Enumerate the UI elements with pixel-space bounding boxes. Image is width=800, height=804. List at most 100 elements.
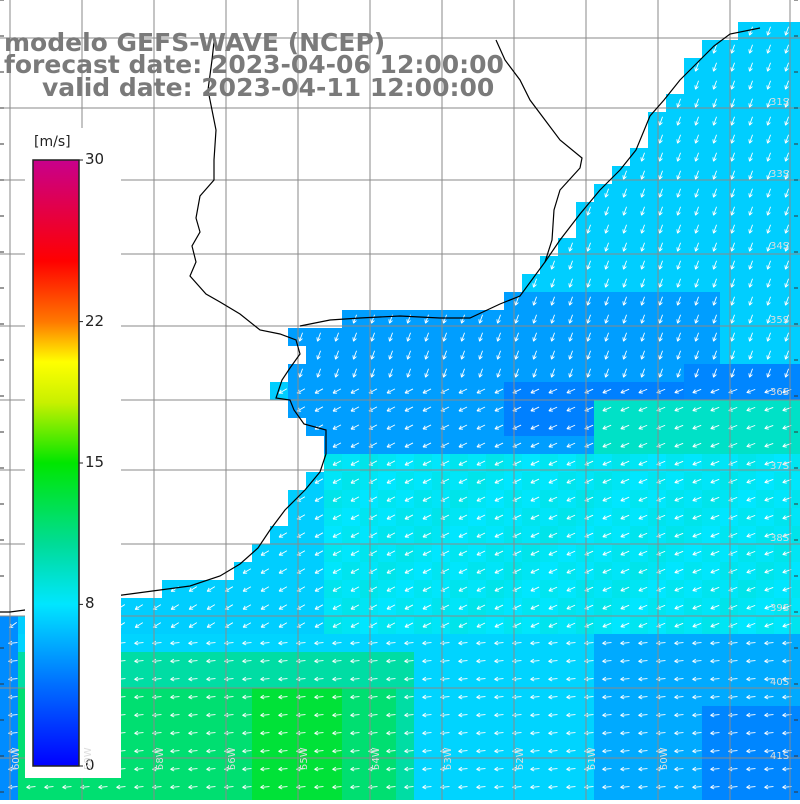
wind-cell (702, 130, 720, 148)
wind-cell (432, 562, 450, 580)
wind-cell (720, 544, 738, 562)
wind-cell (666, 274, 684, 292)
wind-cell (396, 544, 414, 562)
wind-cell (594, 544, 612, 562)
wind-cell (666, 580, 684, 598)
wind-cell (612, 292, 630, 310)
wind-cell (756, 400, 774, 418)
wind-cell (648, 274, 666, 292)
wind-cell (342, 472, 360, 490)
wind-cell (738, 256, 756, 274)
wind-cell (594, 598, 612, 616)
wind-cell (702, 76, 720, 94)
wind-cell (756, 202, 774, 220)
wind-cell (738, 454, 756, 472)
wind-cell (414, 472, 432, 490)
wind-cell (792, 436, 800, 454)
wind-cell (702, 490, 720, 508)
wind-cell (468, 526, 486, 544)
wind-cell (738, 580, 756, 598)
wind-cell (288, 526, 306, 544)
wind-cell (612, 472, 630, 490)
wind-cell (378, 544, 396, 562)
wind-cell (612, 544, 630, 562)
wind-cell (774, 472, 792, 490)
wind-cell (324, 418, 342, 436)
wind-cell (576, 454, 594, 472)
wind-cell (306, 562, 324, 580)
wind-cell (288, 490, 306, 508)
wind-cell (576, 346, 594, 364)
wind-cell (648, 382, 666, 400)
wind-cell (522, 436, 540, 454)
colorbar-tick-label: 15 (85, 455, 104, 470)
wind-cell (540, 490, 558, 508)
wind-cell (486, 616, 504, 634)
wind-cell (612, 418, 630, 436)
wind-cell (792, 220, 800, 238)
wind-cell (774, 274, 792, 292)
wind-cell (252, 616, 270, 634)
wind-cell (612, 796, 630, 800)
wind-cell (720, 58, 738, 76)
wind-cell (612, 616, 630, 634)
wind-cell (450, 544, 468, 562)
wind-cell (432, 490, 450, 508)
latitude-label: 35S (770, 316, 789, 326)
latitude-label: 41S (770, 752, 789, 762)
wind-cell (432, 364, 450, 382)
wind-cell (720, 526, 738, 544)
wind-cell (648, 616, 666, 634)
wind-cell (576, 202, 594, 220)
wind-cell (576, 562, 594, 580)
wind-cell (738, 364, 756, 382)
wind-cell (756, 562, 774, 580)
wind-cell (720, 616, 738, 634)
wind-cell (666, 328, 684, 346)
wind-cell (720, 184, 738, 202)
wind-cell (504, 310, 522, 328)
wind-cell (576, 274, 594, 292)
wind-cell (576, 796, 594, 800)
wind-cell (324, 580, 342, 598)
wind-cell (198, 796, 216, 800)
wind-cell (774, 544, 792, 562)
wind-cell (0, 796, 18, 800)
wind-cell (396, 364, 414, 382)
wind-cell (630, 562, 648, 580)
wind-cell (90, 796, 108, 800)
wind-cell (702, 166, 720, 184)
wind-cell (288, 598, 306, 616)
wind-cell (270, 580, 288, 598)
wind-cell (612, 256, 630, 274)
wind-cell (576, 544, 594, 562)
wind-cell (576, 418, 594, 436)
wind-cell (306, 508, 324, 526)
wind-cell (18, 796, 36, 800)
wind-cell (756, 58, 774, 76)
wind-cell (324, 436, 342, 454)
wind-cell (450, 382, 468, 400)
wind-cell (486, 328, 504, 346)
wind-cell (306, 544, 324, 562)
wind-cell (666, 292, 684, 310)
wind-cell (144, 598, 162, 616)
wind-cell (558, 382, 576, 400)
wind-cell (540, 418, 558, 436)
wind-cell (792, 274, 800, 292)
wind-cell (324, 526, 342, 544)
wind-cell (738, 274, 756, 292)
wind-cell (396, 508, 414, 526)
wind-cell (648, 346, 666, 364)
wind-cell (288, 382, 306, 400)
wind-cell (396, 400, 414, 418)
wind-cell (504, 580, 522, 598)
wind-cell (288, 580, 306, 598)
wind-cell (666, 418, 684, 436)
wind-cell (180, 598, 198, 616)
wind-cell (72, 796, 90, 800)
wind-cell (666, 544, 684, 562)
wind-cell (666, 166, 684, 184)
wind-cell (450, 400, 468, 418)
